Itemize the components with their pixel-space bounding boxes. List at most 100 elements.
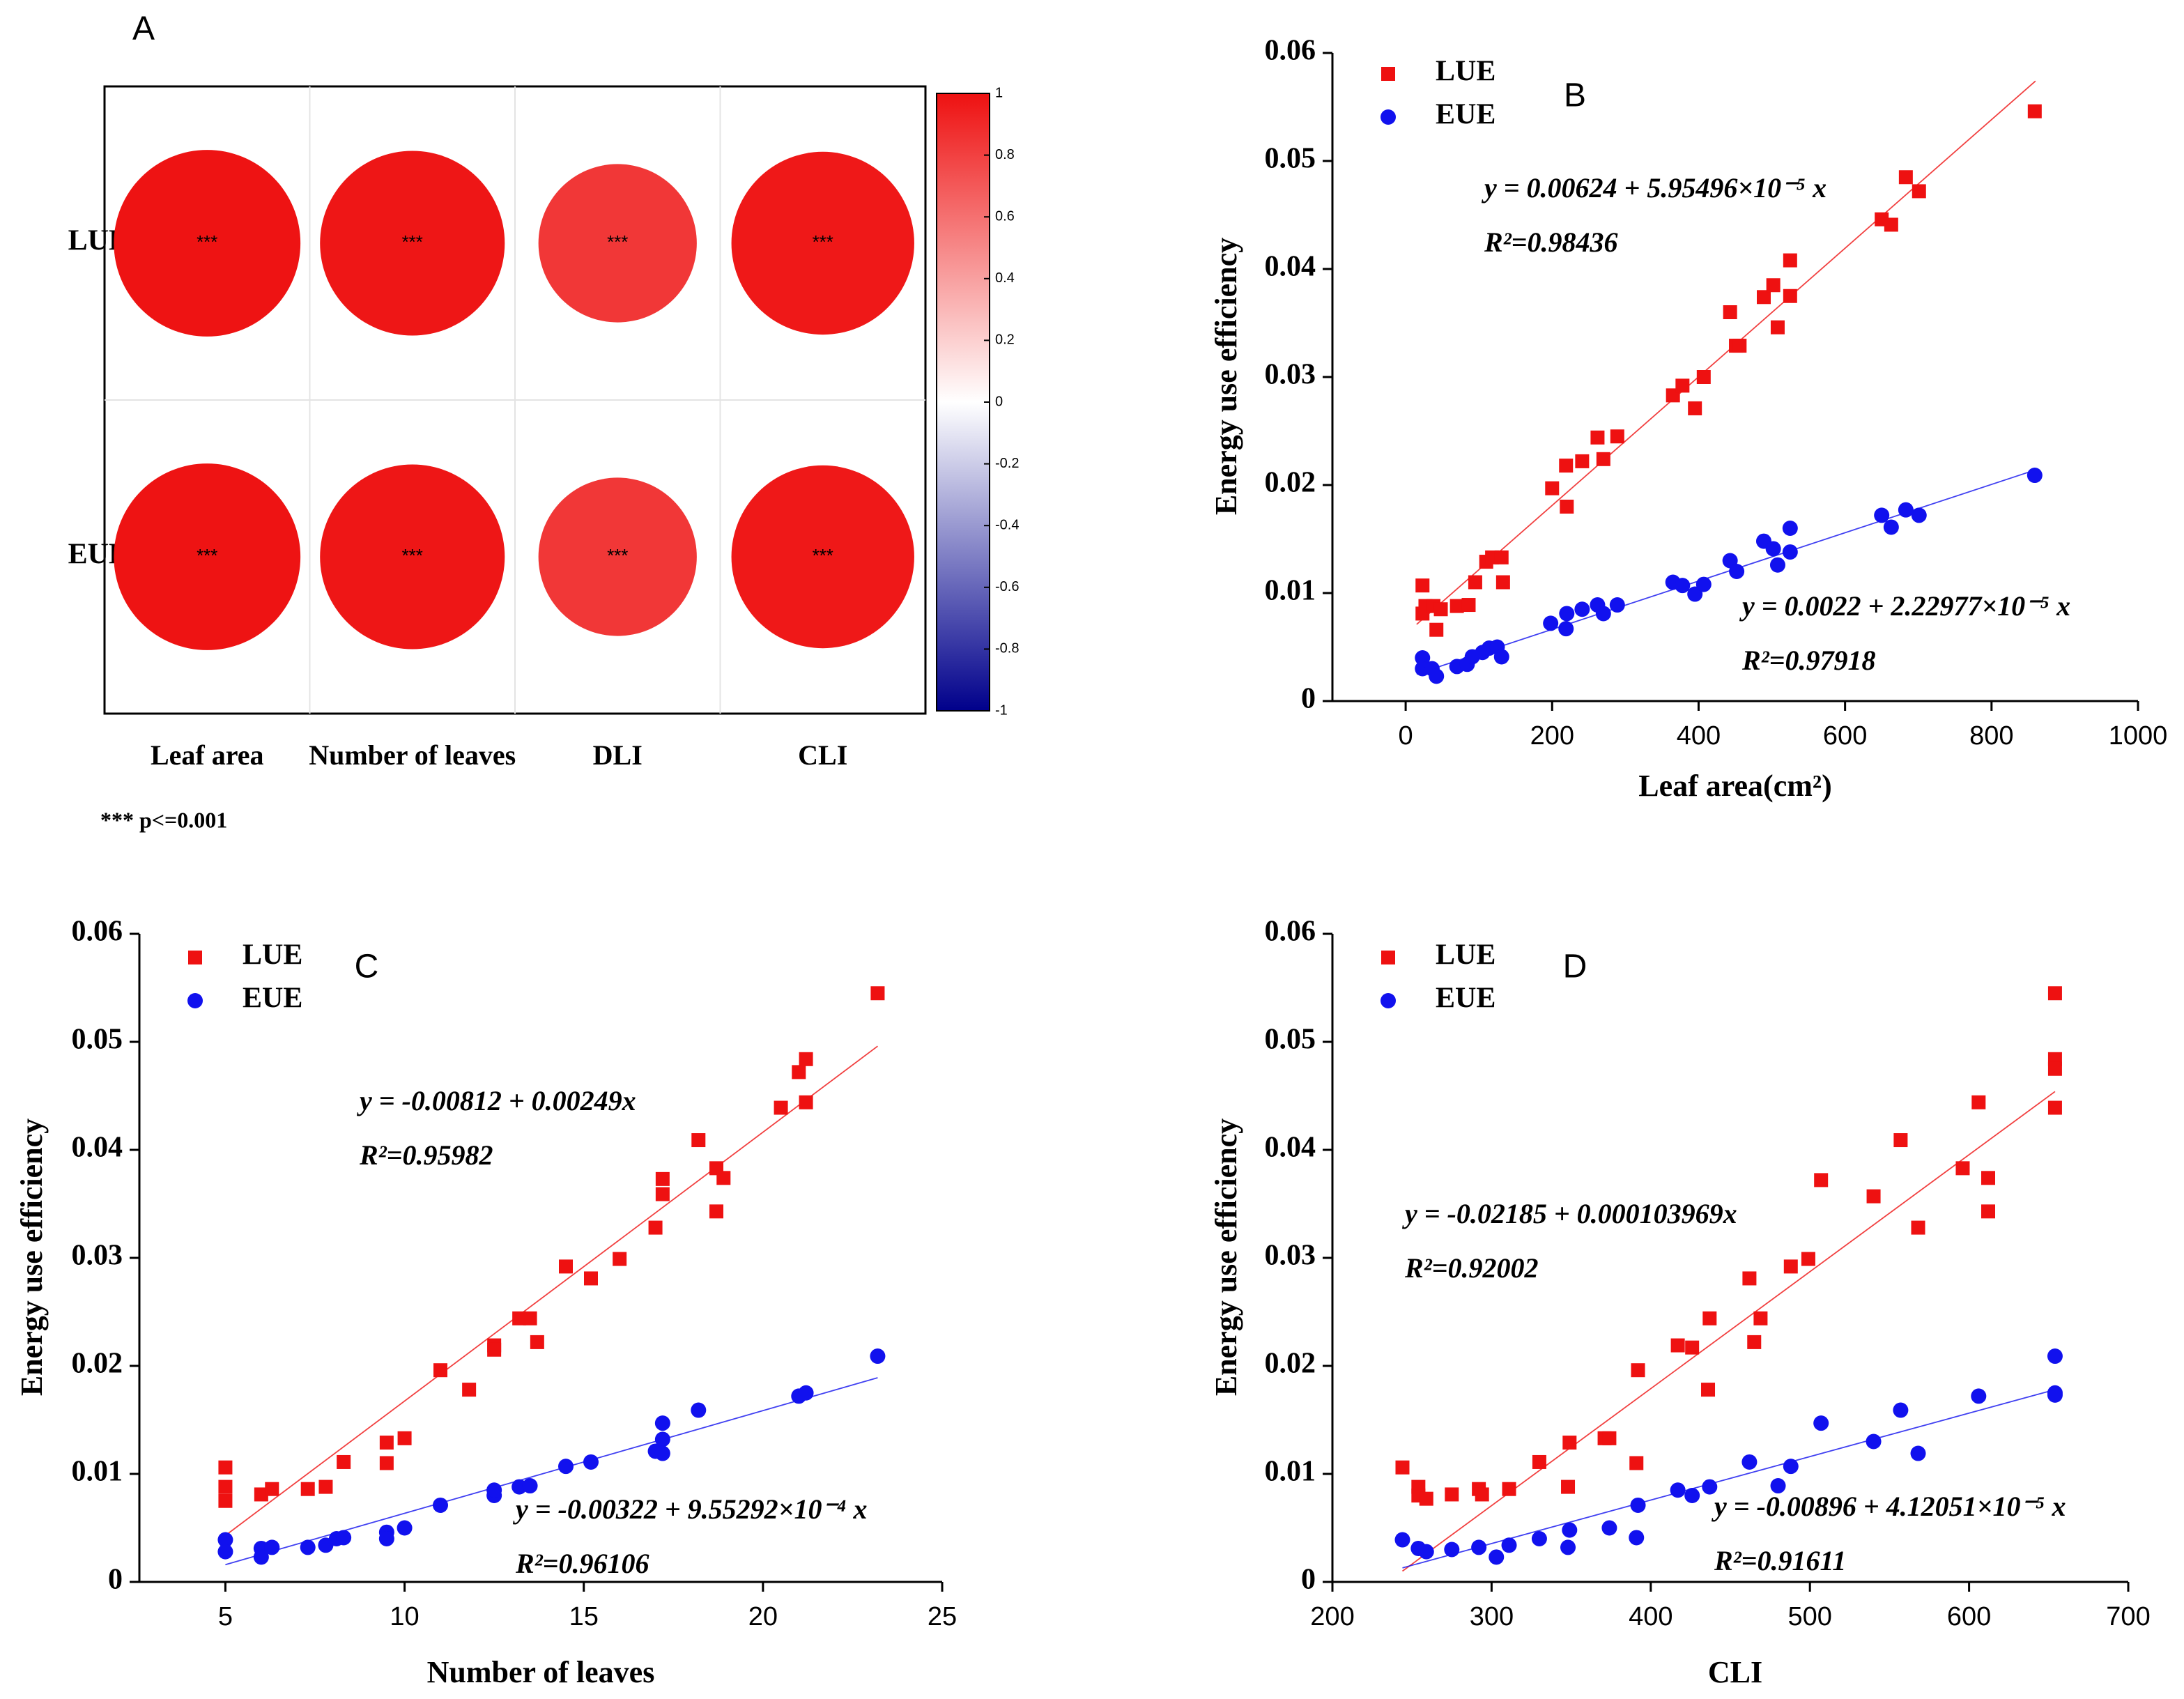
corr-circle <box>731 151 914 335</box>
marker <box>1701 1383 1716 1397</box>
marker <box>1493 649 1509 665</box>
marker <box>1562 1436 1577 1450</box>
y-axis-label: Energy use efficiency <box>15 1118 49 1396</box>
marker <box>1756 290 1771 305</box>
marker <box>1685 1340 1700 1355</box>
y-tick-label: 0.03 <box>1265 1240 1316 1272</box>
marker <box>655 1187 670 1201</box>
marker <box>1783 289 1797 303</box>
x-axis-label: CLI <box>1708 1655 1762 1689</box>
x-tick-label: 800 <box>1969 721 2013 751</box>
colorbar-tick-label: -0.4 <box>995 517 1019 532</box>
corr-circle <box>114 463 301 650</box>
marker <box>1461 598 1476 613</box>
colorbar-tick-label: 0.2 <box>995 332 1015 348</box>
column-label: Leaf area <box>151 739 264 771</box>
column-label: CLI <box>798 739 847 771</box>
colorbar-tick-label: -1 <box>995 702 1008 718</box>
marker <box>1783 1259 1798 1274</box>
marker <box>1444 1542 1460 1558</box>
x-tick-label: 0 <box>1399 721 1413 751</box>
marker <box>1911 507 1927 523</box>
marker <box>1395 1460 1410 1475</box>
x-tick-label: 400 <box>1629 1602 1672 1631</box>
marker <box>1562 1522 1578 1538</box>
x-tick-label: 15 <box>569 1602 599 1631</box>
marker <box>2047 1061 2062 1076</box>
y-tick-label: 0.02 <box>72 1348 123 1380</box>
marker <box>584 1271 598 1286</box>
marker <box>1433 602 1448 617</box>
marker <box>1883 519 1899 535</box>
fit-equation: y = -0.02185 + 0.000103969x <box>1402 1198 1737 1229</box>
y-tick-label: 0.01 <box>1265 1456 1316 1488</box>
marker <box>1495 575 1510 590</box>
fit-line <box>225 1377 878 1566</box>
marker <box>716 1171 731 1185</box>
marker <box>1783 253 1797 268</box>
marker <box>218 1493 233 1508</box>
marker <box>799 1095 813 1109</box>
marker <box>1601 1520 1617 1536</box>
marker <box>1766 278 1781 293</box>
y-tick-label: 0.04 <box>1265 1132 1316 1164</box>
x-tick-label: 300 <box>1470 1602 1514 1631</box>
marker <box>1675 378 1690 393</box>
x-tick-label: 1000 <box>2109 721 2168 751</box>
marker <box>1560 500 1574 514</box>
significance: *** <box>813 231 833 252</box>
marker <box>1596 452 1610 466</box>
marker <box>1418 1544 1434 1560</box>
fit-r2: R²=0.91611 <box>1714 1545 1846 1576</box>
marker <box>1702 1479 1718 1495</box>
x-axis-label: Number of leaves <box>427 1655 655 1689</box>
x-tick-label: 20 <box>748 1602 778 1631</box>
panel-label: D <box>1563 948 1587 985</box>
marker <box>1559 459 1574 473</box>
fit-r2: R²=0.98436 <box>1484 226 1617 258</box>
x-tick-label: 200 <box>1310 1602 1354 1631</box>
marker <box>336 1530 352 1546</box>
marker <box>530 1335 544 1349</box>
marker <box>1429 668 1445 684</box>
legend-label: LUE <box>243 939 302 971</box>
marker <box>1702 1311 1717 1325</box>
x-tick-label: 10 <box>390 1602 419 1631</box>
marker <box>1898 502 1914 518</box>
y-tick-label: 0.06 <box>1265 35 1316 67</box>
marker <box>654 1415 670 1431</box>
marker <box>433 1497 448 1513</box>
marker <box>1415 578 1430 593</box>
marker <box>1590 430 1605 445</box>
marker <box>1741 1454 1758 1470</box>
marker <box>1912 184 1926 199</box>
colorbar-tick-label: -0.8 <box>995 641 1019 656</box>
marker <box>1770 320 1785 335</box>
legend-label: EUE <box>1436 99 1495 131</box>
y-tick-label: 0.05 <box>72 1024 123 1056</box>
y-tick-label: 0.06 <box>72 916 123 948</box>
marker <box>1561 1479 1576 1494</box>
marker <box>1502 1482 1516 1496</box>
marker <box>1729 564 1745 579</box>
y-tick-label: 0.02 <box>1265 467 1316 499</box>
marker <box>253 1549 269 1565</box>
marker <box>1688 401 1702 415</box>
note: *** p<=0.001 <box>100 807 227 832</box>
marker <box>558 1459 574 1475</box>
y-tick-label: 0 <box>1301 683 1316 715</box>
marker <box>655 1171 670 1186</box>
x-tick-label: 700 <box>2106 1602 2150 1631</box>
colorbar-tick-label: -0.6 <box>995 579 1019 594</box>
fit-line <box>1416 469 2036 675</box>
marker <box>870 1348 886 1364</box>
marker <box>1394 1532 1410 1548</box>
marker <box>1770 1478 1786 1494</box>
marker <box>2027 468 2043 484</box>
legend-marker <box>187 993 203 1008</box>
fit-equation: y = -0.00896 + 4.12051×10⁻⁵ x <box>1712 1491 2066 1522</box>
legend-marker <box>1381 951 1395 964</box>
marker <box>1471 1539 1487 1555</box>
marker <box>265 1482 279 1496</box>
